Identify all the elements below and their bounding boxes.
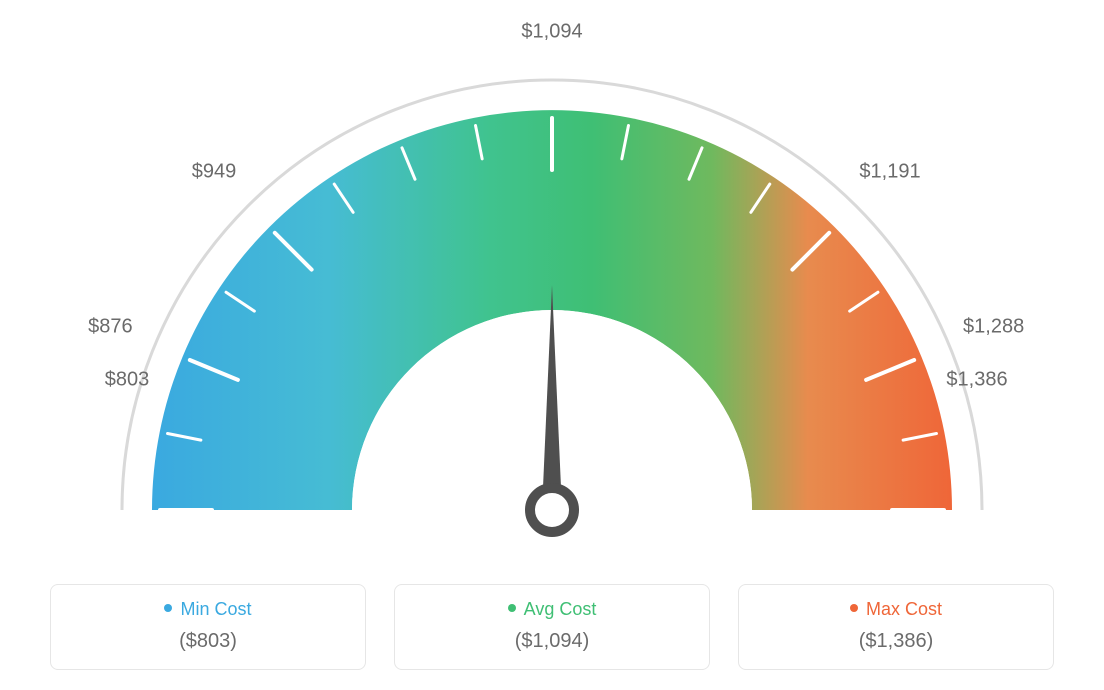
- legend-avg-title: Avg Cost: [405, 599, 699, 620]
- gauge-tick-label: $1,191: [859, 161, 920, 184]
- legend-max-box: Max Cost ($1,386): [738, 584, 1054, 670]
- gauge-svg: [0, 0, 1104, 560]
- legend-avg-value: ($1,094): [405, 630, 699, 653]
- dot-icon: [164, 604, 172, 612]
- gauge-tick-label: $949: [192, 161, 237, 184]
- legend-min-box: Min Cost ($803): [50, 584, 366, 670]
- gauge-tick-label: $1,386: [946, 369, 1007, 392]
- legend-max-label: Max Cost: [866, 599, 942, 619]
- chart-wrap: $803 $876 $949 $1,094 $1,191 $1,288 $1,386 Min…: [0, 0, 1104, 690]
- gauge-chart: $803 $876 $949 $1,094 $1,191 $1,288 $1,386: [0, 0, 1104, 560]
- legend-max-value: ($1,386): [749, 630, 1043, 653]
- legend-min-value: ($803): [61, 630, 355, 653]
- legend-min-label: Min Cost: [180, 599, 251, 619]
- gauge-tick-label: $803: [105, 369, 150, 392]
- gauge-tick-label: $1,094: [521, 21, 582, 44]
- dot-icon: [508, 604, 516, 612]
- legend-row: Min Cost ($803) Avg Cost ($1,094) Max Co…: [50, 584, 1054, 670]
- gauge-tick-label: $1,288: [963, 316, 1024, 339]
- legend-avg-label: Avg Cost: [524, 599, 597, 619]
- legend-min-title: Min Cost: [61, 599, 355, 620]
- dot-icon: [850, 604, 858, 612]
- legend-max-title: Max Cost: [749, 599, 1043, 620]
- legend-avg-box: Avg Cost ($1,094): [394, 584, 710, 670]
- gauge-tick-label: $876: [88, 316, 133, 339]
